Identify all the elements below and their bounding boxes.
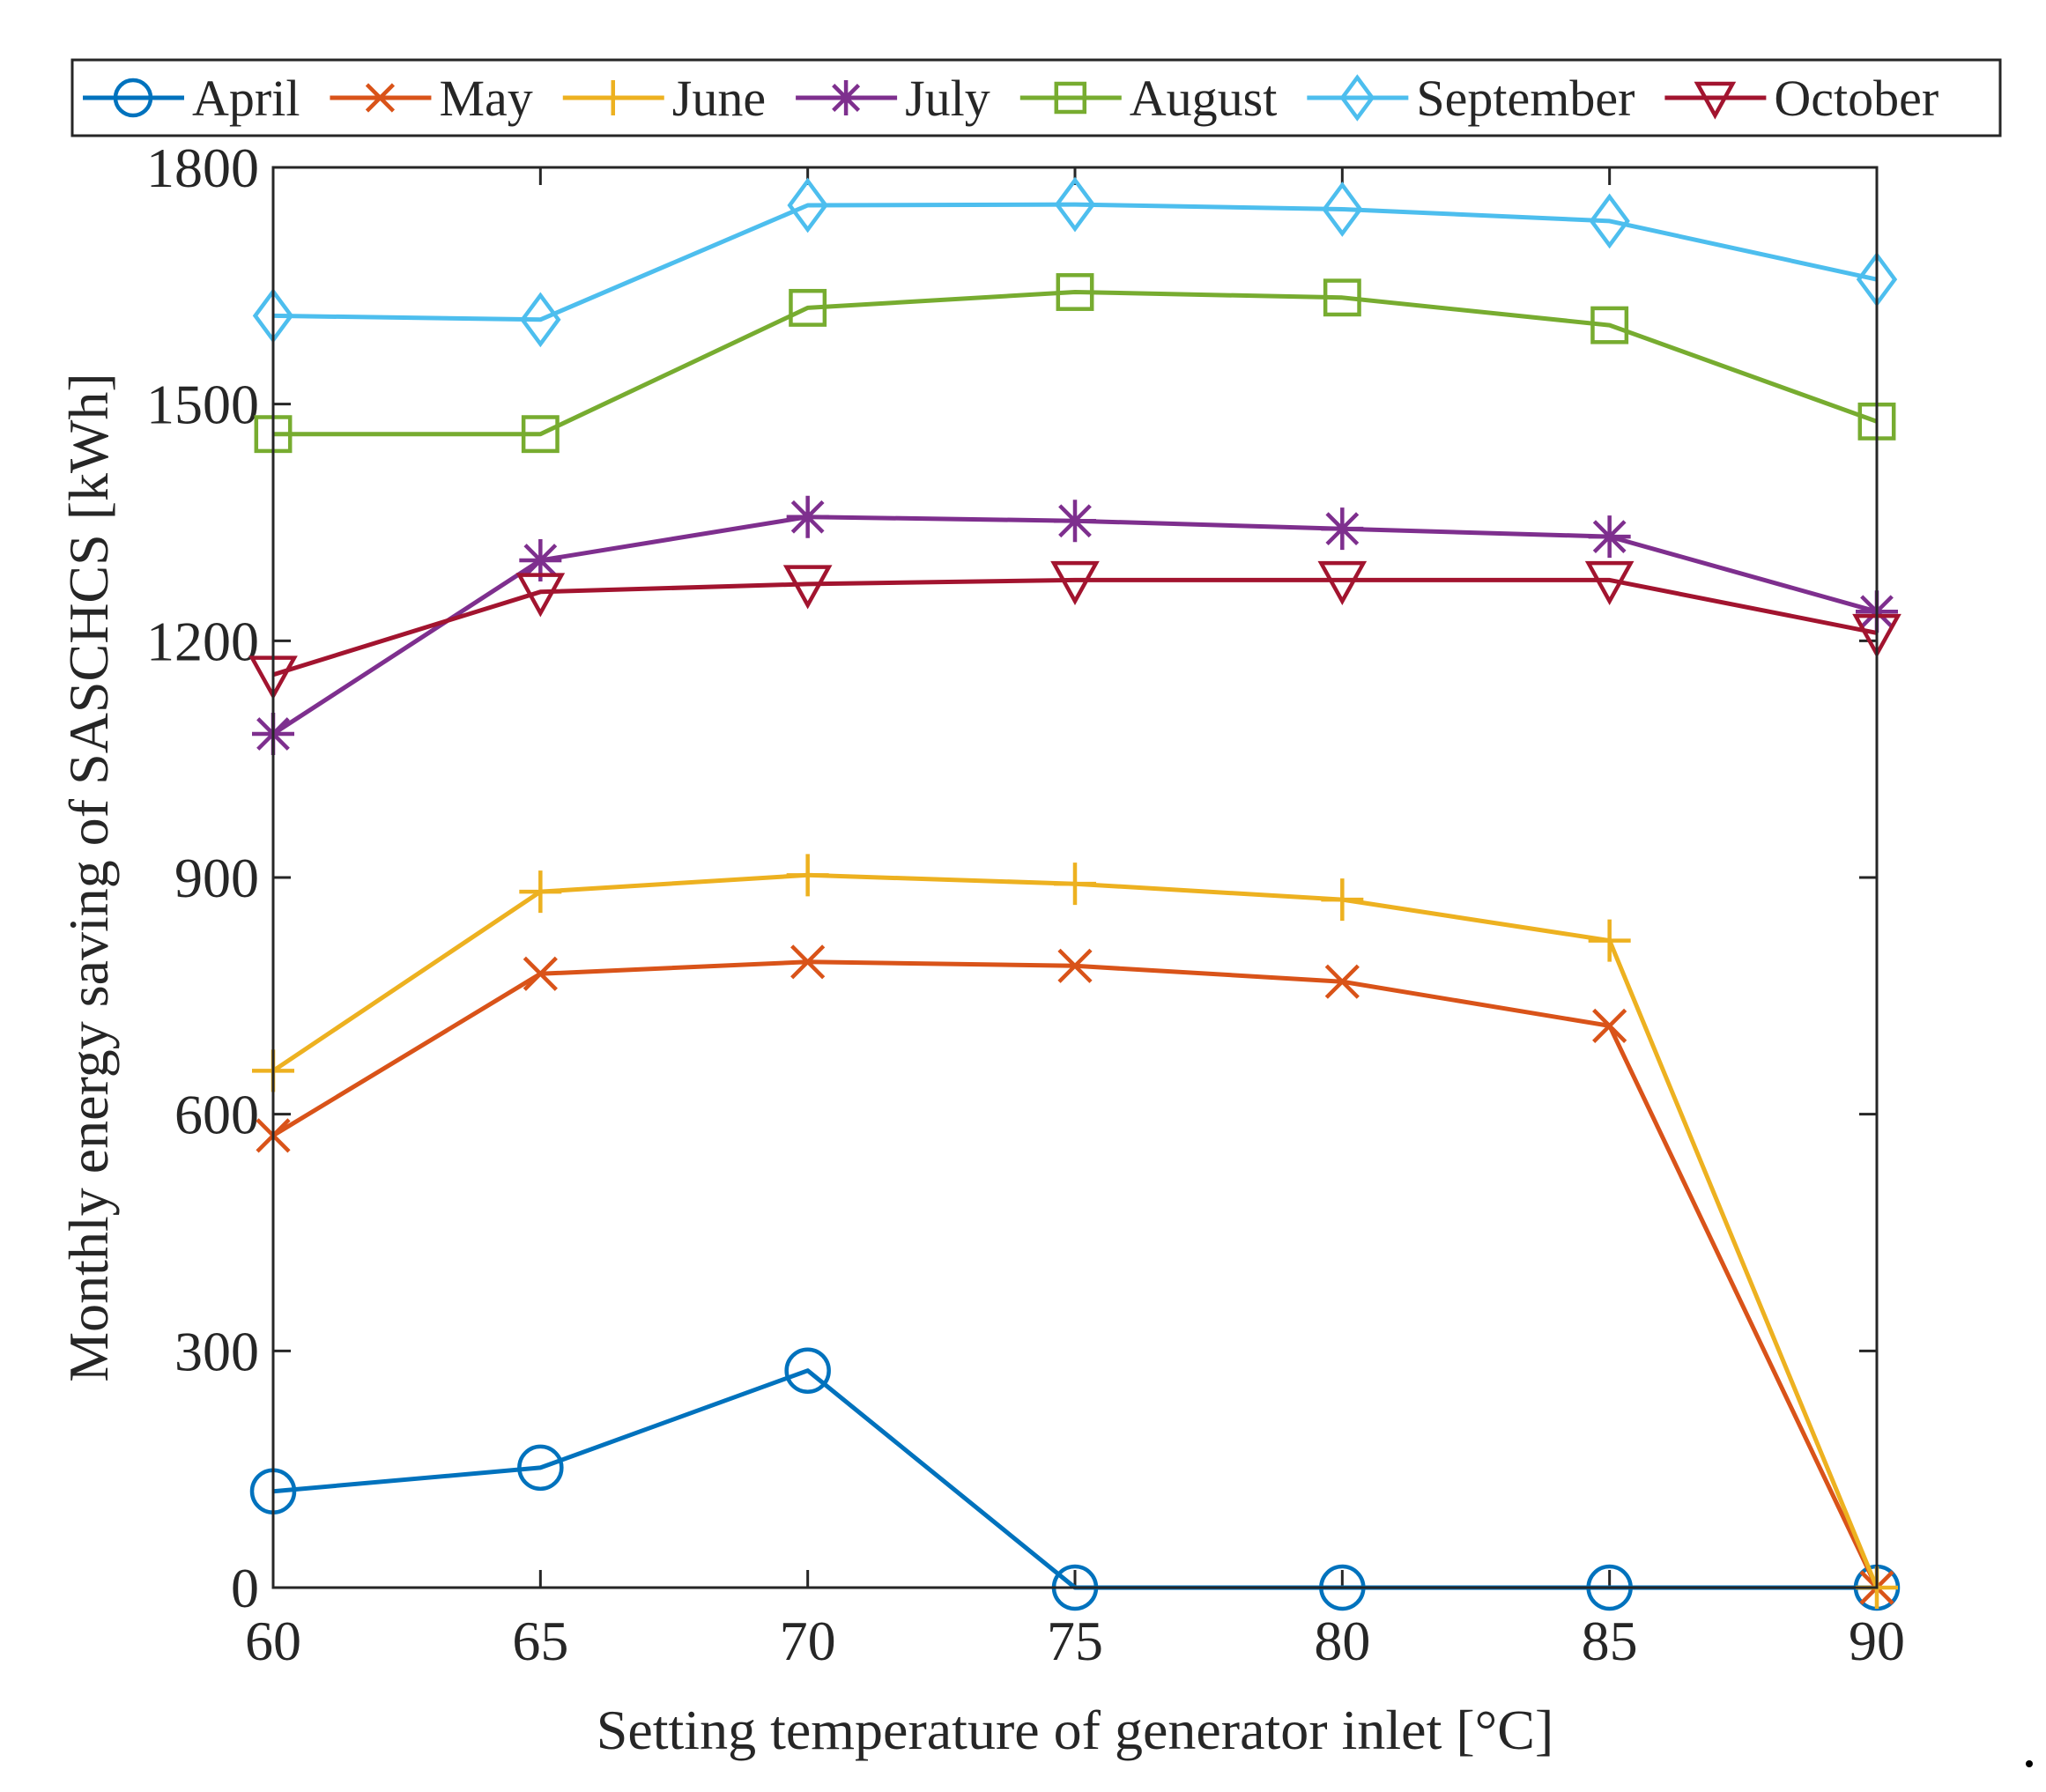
x-axis-label: Setting temperature of generator inlet [… — [597, 1699, 1554, 1761]
legend-entry-july: July — [796, 70, 990, 127]
data-point-september — [1322, 181, 1363, 237]
data-point-july — [519, 538, 562, 581]
series-september — [252, 176, 1898, 348]
data-point-may — [790, 944, 826, 980]
data-point-september — [787, 177, 828, 233]
legend-label-april: April — [192, 70, 300, 127]
y-axis-ticks: 0 300 600 900 1200 1500 1800 — [146, 137, 1877, 1619]
data-point-september — [1054, 176, 1096, 233]
series-october — [248, 560, 1901, 700]
data-point-june — [1321, 878, 1364, 922]
series-april — [249, 1347, 1901, 1611]
data-point-july — [1588, 515, 1631, 559]
y-tick-label: 0 — [231, 1557, 259, 1619]
legend-label-august: August — [1130, 70, 1278, 127]
data-point-october — [515, 573, 566, 618]
y-tick-label: 600 — [174, 1084, 259, 1146]
series-line-april — [272, 1368, 1877, 1590]
legend-entry-june: June — [562, 70, 766, 127]
data-point-september — [520, 292, 561, 348]
x-tick-label: 70 — [780, 1610, 836, 1672]
data-point-april — [517, 1444, 564, 1492]
data-point-may — [523, 956, 558, 991]
data-point-august — [1323, 278, 1361, 317]
data-point-may — [1592, 1008, 1627, 1043]
legend-marker-september — [1339, 74, 1375, 122]
series-line-may — [271, 959, 1879, 1589]
legend-label-june: June — [672, 70, 766, 127]
legend-marker-july — [828, 80, 864, 115]
x-axis-ticks: 60 65 70 75 80 85 90 — [245, 167, 1905, 1672]
data-point-april — [784, 1347, 831, 1394]
x-tick-label: 75 — [1047, 1610, 1103, 1672]
data-point-july — [1321, 507, 1364, 551]
series-july — [252, 495, 1898, 756]
y-tick-label: 1500 — [146, 374, 259, 436]
legend-marker-june — [595, 80, 631, 115]
legend-entry-may: May — [330, 70, 533, 127]
trailing-dot — [2026, 1760, 2033, 1767]
data-point-october — [1584, 560, 1635, 606]
x-tick-label: 85 — [1582, 1610, 1638, 1672]
series-line-august — [273, 290, 1878, 437]
data-point-october — [782, 565, 833, 610]
x-tick-label: 65 — [512, 1610, 568, 1672]
data-point-october — [1050, 560, 1100, 606]
series-line-october — [272, 577, 1878, 678]
series-may — [256, 944, 1894, 1605]
series-august — [254, 273, 1896, 454]
data-point-may — [1057, 948, 1093, 983]
series-line-september — [272, 202, 1878, 322]
data-point-june — [1588, 919, 1631, 962]
series-layer — [248, 176, 1901, 1611]
data-point-august — [521, 415, 560, 454]
data-point-may — [1324, 964, 1360, 999]
legend-marker-may — [365, 83, 396, 113]
legend-entry-april: April — [83, 70, 300, 127]
data-point-august — [1056, 273, 1094, 311]
legend-marker-april — [113, 78, 153, 118]
y-tick-label: 1200 — [146, 610, 259, 672]
data-point-august — [789, 288, 827, 327]
x-tick-label: 90 — [1849, 1610, 1905, 1672]
data-point-june — [519, 870, 562, 914]
y-tick-label: 1800 — [146, 137, 259, 199]
legend-label-october: October — [1774, 70, 1939, 127]
y-axis-label: Monthly energy saving of SASCHCS [kWh] — [57, 373, 120, 1381]
series-june — [252, 854, 1898, 1609]
legend-entry-october: October — [1664, 70, 1939, 127]
legend-label-september: September — [1416, 70, 1635, 127]
legend: April May June July August September October — [70, 58, 2002, 137]
y-tick-label: 300 — [174, 1320, 259, 1382]
plot-area-frame — [271, 166, 1879, 1589]
data-point-october — [1317, 560, 1368, 606]
legend-entry-september: September — [1307, 70, 1635, 127]
legend-label-may: May — [439, 70, 532, 127]
x-tick-label: 80 — [1314, 1610, 1370, 1672]
data-point-august — [1590, 306, 1629, 344]
data-point-september — [1589, 193, 1630, 249]
x-tick-label: 60 — [245, 1610, 301, 1672]
data-point-july — [786, 495, 829, 538]
legend-label-july: July — [905, 70, 990, 127]
series-line-june — [271, 872, 1879, 1588]
legend-entry-august: August — [1019, 70, 1278, 127]
data-point-june — [786, 854, 829, 897]
data-point-june — [1054, 863, 1096, 906]
y-tick-label: 900 — [174, 847, 259, 909]
series-line-july — [271, 515, 1878, 737]
legend-marker-october — [1694, 81, 1737, 120]
legend-marker-august — [1054, 81, 1087, 115]
data-point-july — [1054, 500, 1096, 543]
